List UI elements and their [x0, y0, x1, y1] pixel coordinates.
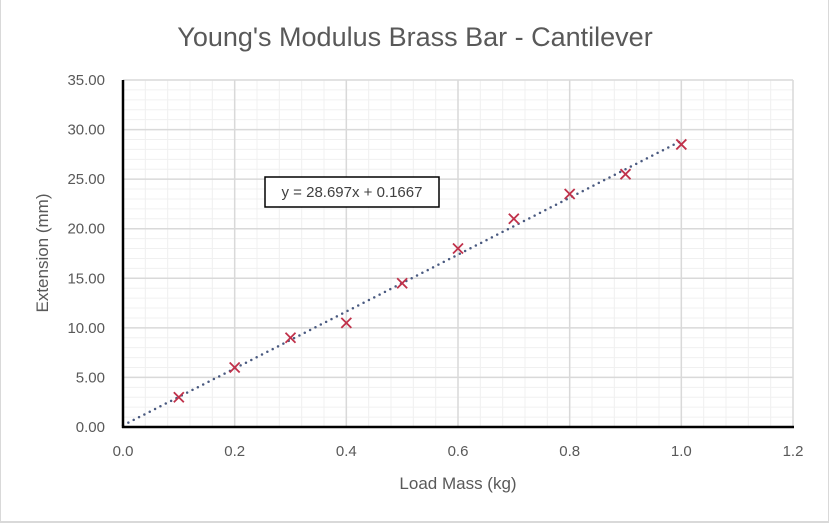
- y-axis-ticks: 0.00 5.00 10.00 15.00 20.00 25.00 30.00 35.00: [67, 72, 105, 436]
- x-tick-label: 0.2: [224, 443, 245, 460]
- y-tick-label: 15.00: [67, 270, 105, 287]
- y-tick-label: 10.00: [67, 320, 105, 337]
- x-tick-label: 0.4: [336, 443, 357, 460]
- data-point-marker: [396, 277, 408, 289]
- x-axis-label: Load Mass (kg): [399, 474, 516, 493]
- data-point-marker: [452, 242, 464, 255]
- data-point-marker: [173, 391, 185, 403]
- data-points: [173, 138, 687, 403]
- trendline: [121, 139, 683, 427]
- data-point-marker: [229, 361, 241, 374]
- data-point-marker: [340, 317, 352, 329]
- major-gridlines: [122, 79, 794, 428]
- data-point-marker: [675, 138, 687, 151]
- y-tick-label: 5.00: [76, 369, 105, 386]
- y-tick-label: 30.00: [67, 122, 105, 139]
- data-point-marker: [284, 332, 297, 344]
- data-point-marker: [619, 168, 632, 180]
- x-tick-label: 1.2: [783, 443, 804, 460]
- y-tick-label: 20.00: [67, 221, 105, 238]
- y-tick-label: 0.00: [76, 419, 105, 436]
- trendline-equation: y = 28.697x + 0.1667: [282, 184, 423, 201]
- x-tick-label: 0.8: [559, 443, 580, 460]
- x-tick-label: 1.0: [671, 443, 692, 460]
- data-point-marker: [564, 188, 576, 200]
- y-axis-label: Extension (mm): [33, 193, 52, 312]
- x-axis-ticks: 0.0 0.2 0.4 0.6 0.8 1.0 1.2: [113, 443, 804, 460]
- x-tick-label: 0.0: [113, 443, 134, 460]
- trendline-path: [121, 139, 683, 427]
- y-tick-label: 35.00: [67, 72, 105, 89]
- data-point-marker: [508, 213, 520, 225]
- chart-title: Young's Modulus Brass Bar - Cantilever: [177, 22, 652, 52]
- x-tick-label: 0.6: [448, 443, 469, 460]
- trendline-equation-box: y = 28.697x + 0.1667: [264, 176, 440, 208]
- y-tick-label: 25.00: [67, 171, 105, 188]
